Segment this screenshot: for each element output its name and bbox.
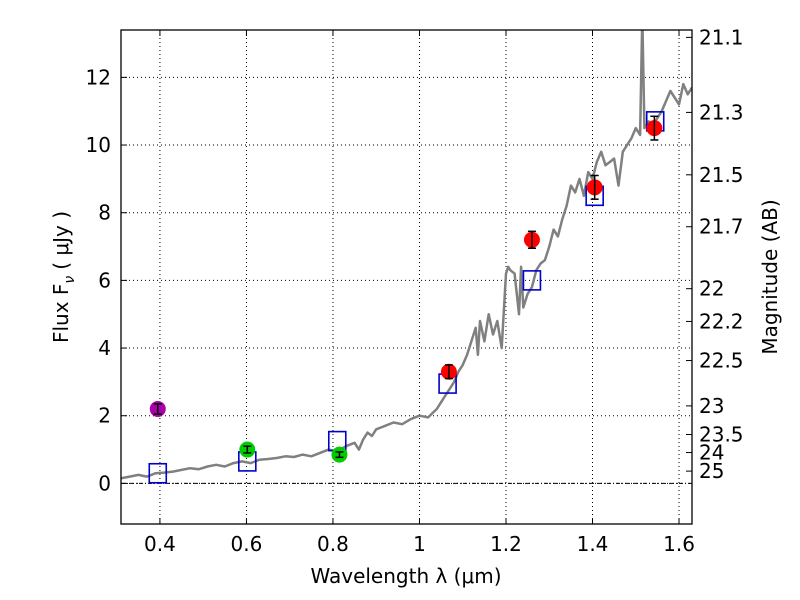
grid <box>121 30 692 524</box>
y2-tick-label: 22.5 <box>699 349 744 373</box>
y2-tick-label: 21.7 <box>699 215 744 239</box>
y-axis-title-unit: ( μJy ) <box>49 211 73 270</box>
axis-ticks: 0.4 0.6 0.8 1 1.2 1.4 1.602468101221.121.321.5… <box>86 25 744 556</box>
y-axis-title-main: Flux F <box>49 284 73 343</box>
y2-tick-label: 23 <box>699 394 724 418</box>
plot-frame <box>120 29 693 525</box>
x-tick-label: 1 <box>413 532 426 556</box>
x-tick-label: 0.4 <box>144 532 176 556</box>
y2-tick-label: 25 <box>699 459 724 483</box>
x-axis-title: Wavelength λ (μm) <box>310 564 501 588</box>
x-tick-label: 1.2 <box>490 532 522 556</box>
x-tick-label: 1.4 <box>577 532 609 556</box>
y2-tick-label: 24 <box>699 441 724 465</box>
y2-tick-label: 21.1 <box>699 25 744 49</box>
y2-axis-title: Magnitude (AB) <box>758 199 782 354</box>
model-band-square <box>148 462 168 484</box>
y-tick-label: 12 <box>86 65 111 89</box>
y2-tick-label: 22 <box>699 277 724 301</box>
model-spectrum-line <box>121 30 692 480</box>
y-axis-title-group: Flux Fν ( μJy ) <box>49 211 78 343</box>
model-band-square <box>522 270 542 291</box>
plot-area <box>121 30 692 484</box>
y2-tick-label: 21.3 <box>699 100 744 124</box>
y-axis-title-sub: ν <box>62 276 78 284</box>
x-tick-label: 0.8 <box>317 532 349 556</box>
y-tick-label: 8 <box>98 201 111 225</box>
y-axis-title: Flux Fν ( μJy ) <box>49 211 78 343</box>
y-tick-label: 2 <box>98 404 111 428</box>
y2-tick-label: 23.5 <box>699 422 744 446</box>
y-tick-label: 4 <box>98 336 111 360</box>
y-tick-label: 0 <box>98 471 111 495</box>
y-tick-label: 10 <box>86 133 111 157</box>
x-tick-label: 0.6 <box>231 532 263 556</box>
y2-tick-label: 21.5 <box>699 163 744 187</box>
y-tick-label: 6 <box>98 268 111 292</box>
y2-tick-label: 22.2 <box>699 309 744 333</box>
x-tick-label: 1.6 <box>663 532 695 556</box>
